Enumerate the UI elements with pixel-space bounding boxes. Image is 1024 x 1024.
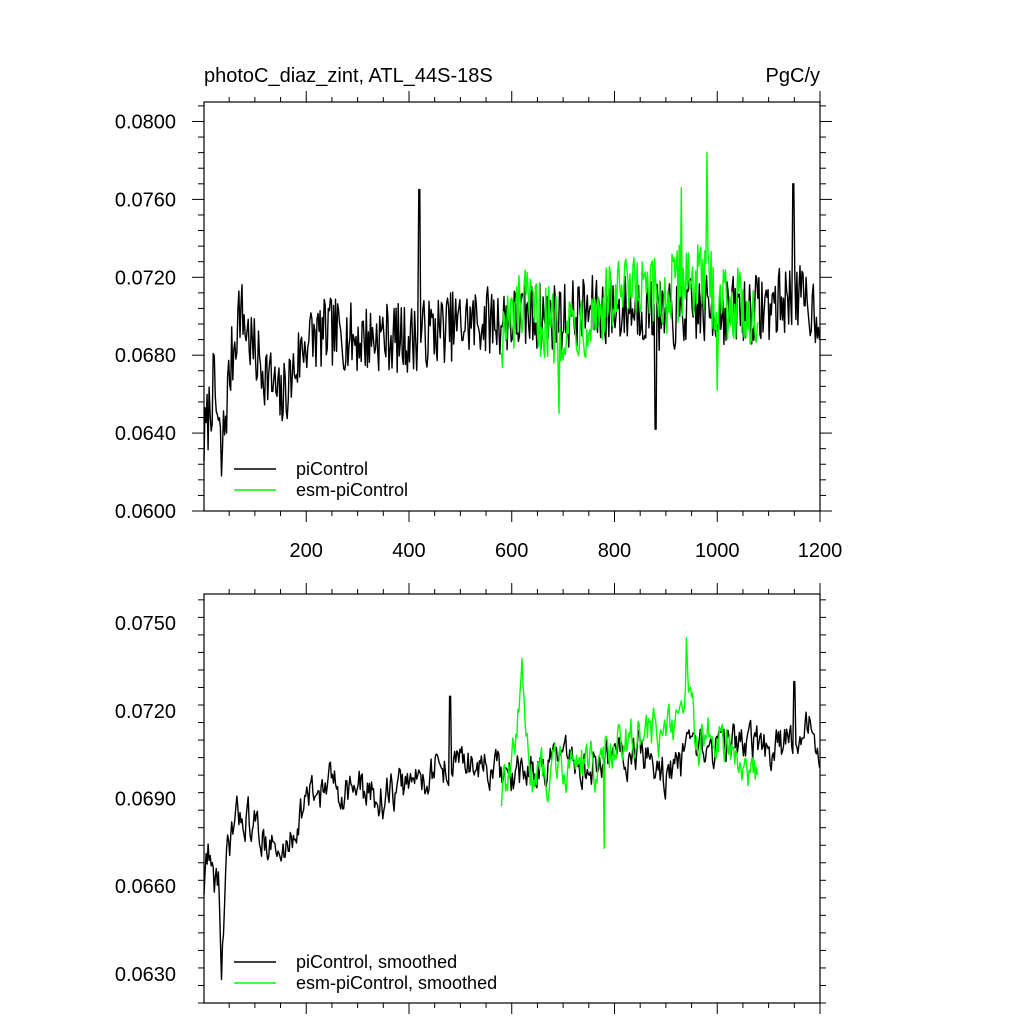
units-label: PgC/y <box>766 65 820 87</box>
x-tick-label: 200 <box>290 540 323 562</box>
plot-frame <box>203 101 821 512</box>
x-tick-label: 800 <box>598 540 631 562</box>
plot-frame <box>203 593 821 1004</box>
legend-raw: piControl esm-piControl <box>234 459 408 500</box>
legend-label-esm-picontrol-smoothed: esm-piControl, smoothed <box>296 973 497 993</box>
y-tick-label: 0.0680 <box>115 345 176 367</box>
series-line-picontrol-smoothed <box>203 680 821 981</box>
x-tick-label: 600 <box>495 540 528 562</box>
panel-raw: 200 400 600 800 1000 1200 0.0600 0.0640 0.0680 0.… <box>115 91 842 562</box>
y-tick-label: 0.0800 <box>115 111 176 133</box>
series-line-esm-picontrol-smoothed <box>500 637 759 849</box>
y-tick-label: 0.0600 <box>115 501 176 523</box>
x-tick-label: 400 <box>392 540 425 562</box>
x-tick-label: 1000 <box>695 540 740 562</box>
chart-title: photoC_diaz_zint, ATL_44S-18S <box>204 65 493 87</box>
legend-label-esm-picontrol: esm-piControl <box>296 480 408 500</box>
panel-smoothed: 0.0630 0.0660 0.0690 0.0720 0.0750 <box>115 583 826 1014</box>
y-tick-label: 0.0640 <box>115 423 176 445</box>
y-tick-label: 0.0720 <box>115 267 176 289</box>
y-tick-label: 0.0750 <box>115 613 176 635</box>
legend-label-picontrol: piControl <box>296 459 368 479</box>
y-tick-label: 0.0720 <box>115 701 176 723</box>
y-tick-label: 0.0660 <box>115 876 176 898</box>
legend-label-picontrol-smoothed: piControl, smoothed <box>296 952 457 972</box>
y-tick-label: 0.0630 <box>115 964 176 986</box>
y-tick-label: 0.0760 <box>115 189 176 211</box>
x-tick-label: 1200 <box>798 540 843 562</box>
series-line-esm-picontrol <box>500 151 759 415</box>
legend-smoothed: piControl, smoothed esm-piControl, smoot… <box>234 952 497 993</box>
y-tick-label: 0.0690 <box>115 789 176 811</box>
